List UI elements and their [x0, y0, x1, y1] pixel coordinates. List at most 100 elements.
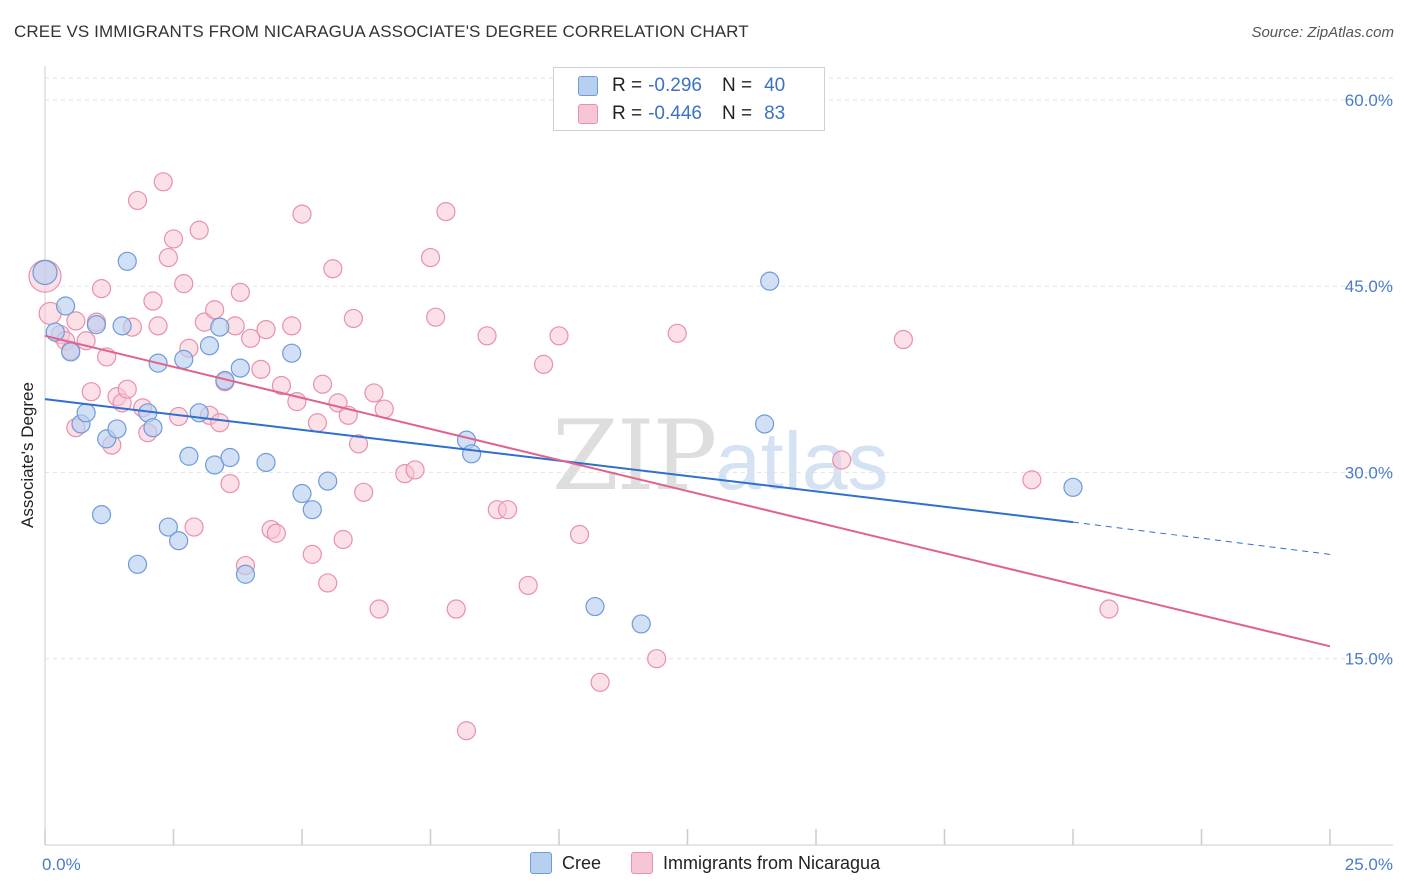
cree-point [158, 517, 178, 537]
nicaragua-point [148, 316, 168, 336]
nicaragua-swatch [578, 104, 598, 124]
cree-point [112, 316, 132, 336]
nicaragua-point [174, 274, 194, 294]
legend-item-cree[interactable]: Cree [530, 852, 601, 874]
cree-point [302, 500, 322, 520]
nicaragua-trendline [44, 334, 1331, 648]
cree-point [205, 455, 225, 475]
nicaragua-point [333, 529, 353, 550]
nicaragua-point [81, 382, 101, 402]
nicaragua-point [127, 190, 148, 211]
y-tick-labels: 15.0% 30.0% 45.0% 60.0% [1345, 91, 1393, 669]
watermark-atlas: atlas [715, 416, 889, 507]
watermark-zip: ZIP [552, 400, 717, 512]
y-tick-label: 30.0% [1345, 463, 1393, 482]
cree-point [143, 418, 163, 438]
nicaragua-point [318, 573, 338, 593]
cree-point [76, 403, 96, 423]
nicaragua-point [117, 379, 137, 399]
nicaragua-point [420, 247, 441, 268]
nicaragua-point [590, 672, 610, 692]
nicaragua-point [205, 300, 225, 320]
cree-point [86, 315, 107, 335]
r-label: R = [612, 103, 643, 124]
cree-point [179, 446, 199, 466]
cree-point [169, 531, 189, 551]
x-tick-labels: 0.0% 25.0% [42, 855, 1393, 874]
cree-point [55, 296, 76, 316]
cree-point [760, 271, 780, 291]
nicaragua-point [569, 524, 590, 545]
nicaragua-point [184, 517, 204, 537]
cree-point [235, 564, 256, 584]
nicaragua-point [266, 523, 286, 543]
nicaragua-point [1099, 599, 1119, 619]
x-tick-label: 0.0% [42, 855, 81, 874]
nicaragua-point [405, 460, 425, 480]
n-label: N = [721, 75, 753, 96]
cree-point [210, 317, 230, 337]
r-label: R = [612, 75, 643, 96]
cree-point [585, 596, 605, 617]
cree-swatch [578, 76, 598, 96]
cree-trendline-extension [1072, 521, 1331, 555]
nicaragua-point [158, 247, 178, 268]
cree-point [220, 447, 240, 468]
chart-title: CREE VS IMMIGRANTS FROM NICARAGUA ASSOCI… [14, 22, 749, 41]
y-tick-label: 15.0% [1345, 650, 1393, 669]
r-value-cree: -0.296 [648, 75, 702, 96]
nicaragua-point [307, 413, 328, 433]
nicaragua-point [153, 172, 173, 192]
cree-point [256, 452, 276, 473]
nicaragua-point [220, 473, 240, 494]
nicaragua-point [477, 326, 497, 346]
n-value-cree: 40 [764, 75, 786, 96]
nicaragua-legend-label: Immigrants from Nicaragua [663, 852, 881, 873]
nicaragua-point [832, 450, 852, 470]
nicaragua-point [426, 307, 446, 327]
x-tick-label: 25.0% [1345, 855, 1393, 874]
cree-point [318, 471, 338, 491]
nicaragua-point [256, 319, 276, 340]
nicaragua-point [230, 282, 250, 302]
axes [44, 66, 1393, 846]
nicaragua-point [66, 311, 86, 331]
nicaragua-point [251, 359, 271, 379]
legend-item-nicaragua[interactable]: Immigrants from Nicaragua [631, 852, 880, 874]
nicaragua-point [143, 291, 163, 311]
nicaragua-point [456, 721, 477, 741]
nicaragua-legend-swatch [631, 852, 654, 874]
cree-point [292, 483, 312, 504]
nicaragua-point [91, 279, 112, 299]
cree-legend-swatch [530, 852, 552, 874]
nicaragua-point [549, 326, 569, 346]
watermark: ZIPatlas [552, 400, 888, 512]
y-tick-label: 45.0% [1345, 277, 1393, 296]
nicaragua-point [1022, 470, 1042, 490]
cree-point [61, 342, 81, 362]
nicaragua-point [364, 383, 384, 403]
nicaragua-point [436, 202, 456, 222]
legend-row-nicaragua: R = -0.446 N = 83 [578, 101, 785, 127]
nicaragua-point [446, 599, 466, 619]
trendlines [44, 334, 1331, 648]
n-value-nicaragua: 83 [764, 103, 786, 124]
series-legend: Cree Immigrants from Nicaragua [530, 852, 910, 874]
nicaragua-point [292, 204, 312, 224]
cree-point [91, 505, 112, 525]
r-value-nicaragua: -0.446 [648, 103, 702, 124]
cree-point [107, 419, 127, 439]
cree-point [631, 614, 651, 634]
cree-point [1063, 477, 1083, 497]
nicaragua-point [518, 575, 538, 596]
legend-row-cree: R = -0.296 N = 40 [578, 73, 785, 99]
nicaragua-point [354, 482, 374, 502]
nicaragua-point [241, 328, 261, 348]
nicaragua-point [163, 229, 184, 249]
cree-point [32, 259, 58, 286]
cree-point [754, 414, 775, 434]
cree-point [462, 444, 482, 464]
nicaragua-point [348, 434, 369, 454]
y-tick-label: 60.0% [1345, 91, 1393, 110]
